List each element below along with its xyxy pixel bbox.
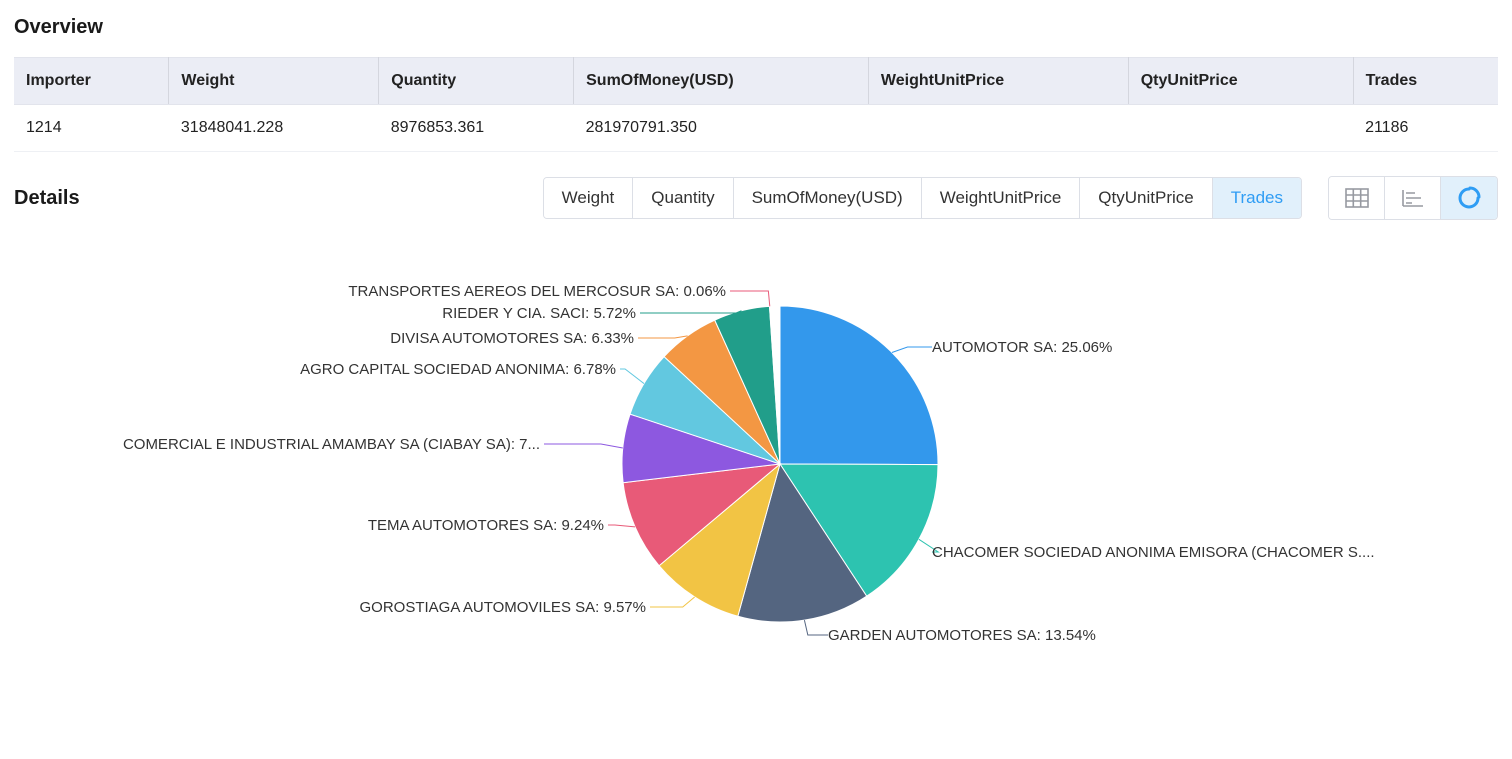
overview-cell: 8976853.361 xyxy=(379,105,574,152)
bar-view-button[interactable] xyxy=(1385,177,1441,219)
pie-label: GOROSTIAGA AUTOMOVILES SA: 9.57% xyxy=(360,599,647,616)
overview-cell: 1214 xyxy=(14,105,169,152)
tab-weightunitprice[interactable]: WeightUnitPrice xyxy=(922,178,1081,218)
pie-label: AGRO CAPITAL SOCIEDAD ANONIMA: 6.78% xyxy=(300,361,616,378)
overview-col-sumofmoneyusd: SumOfMoney(USD) xyxy=(574,58,869,105)
overview-col-qtyunitprice: QtyUnitPrice xyxy=(1128,58,1353,105)
tab-sumofmoneyusd[interactable]: SumOfMoney(USD) xyxy=(734,178,922,218)
pie-label: COMERCIAL E INDUSTRIAL AMAMBAY SA (CIABA… xyxy=(123,436,540,453)
tab-quantity[interactable]: Quantity xyxy=(633,178,733,218)
details-title: Details xyxy=(14,187,80,210)
table-view-button[interactable] xyxy=(1329,177,1385,219)
pie-label: CHACOMER SOCIEDAD ANONIMA EMISORA (CHACO… xyxy=(932,544,1375,561)
view-toggle-group xyxy=(1328,176,1498,220)
overview-cell: 21186 xyxy=(1353,105,1498,152)
tab-weight[interactable]: Weight xyxy=(544,178,634,218)
overview-cell xyxy=(868,105,1128,152)
overview-cell: 281970791.350 xyxy=(574,105,869,152)
metric-tab-group: WeightQuantitySumOfMoney(USD)WeightUnitP… xyxy=(543,177,1302,219)
pie-chart-icon xyxy=(1457,186,1481,210)
bar-chart-icon xyxy=(1401,188,1425,208)
tab-trades[interactable]: Trades xyxy=(1213,178,1301,218)
overview-table: ImporterWeightQuantitySumOfMoney(USD)Wei… xyxy=(14,57,1498,152)
overview-cell xyxy=(1128,105,1353,152)
overview-col-quantity: Quantity xyxy=(379,58,574,105)
overview-col-importer: Importer xyxy=(14,58,169,105)
overview-col-weight: Weight xyxy=(169,58,379,105)
table-icon xyxy=(1345,188,1369,208)
pie-label: RIEDER Y CIA. SACI: 5.72% xyxy=(442,305,636,322)
pie-label: AUTOMOTOR SA: 25.06% xyxy=(932,339,1112,356)
pie-view-button[interactable] xyxy=(1441,177,1497,219)
pie-label: TRANSPORTES AEREOS DEL MERCOSUR SA: 0.06… xyxy=(348,283,726,300)
tab-qtyunitprice[interactable]: QtyUnitPrice xyxy=(1080,178,1212,218)
pie-label: DIVISA AUTOMOTORES SA: 6.33% xyxy=(390,330,634,347)
overview-cell: 31848041.228 xyxy=(169,105,379,152)
overview-col-trades: Trades xyxy=(1353,58,1498,105)
pie-label: GARDEN AUTOMOTORES SA: 13.54% xyxy=(828,627,1096,644)
pie-slice[interactable] xyxy=(780,306,938,465)
trades-pie-chart: AUTOMOTOR SA: 25.06% CHACOMER SOCIEDAD AN… xyxy=(14,260,1498,680)
overview-title: Overview xyxy=(14,16,1498,39)
pie-label: TEMA AUTOMOTORES SA: 9.24% xyxy=(368,517,604,534)
overview-col-weightunitprice: WeightUnitPrice xyxy=(868,58,1128,105)
